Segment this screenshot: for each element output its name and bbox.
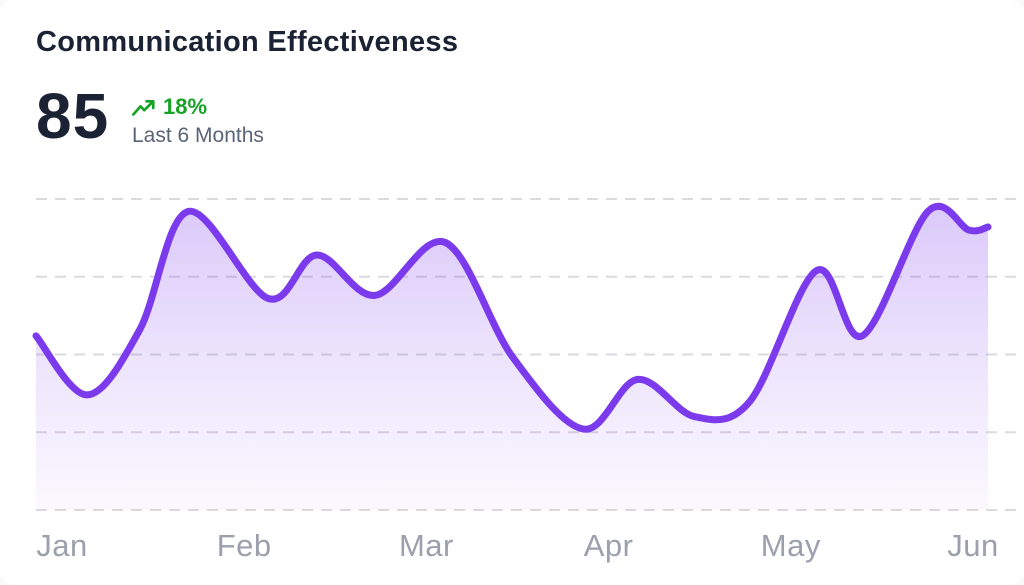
page-title: Communication Effectiveness [36, 26, 459, 58]
score-value: 85 [36, 80, 110, 152]
area-chart [32, 198, 1022, 511]
x-axis-label: May [760, 528, 821, 563]
x-axis-label: Apr [583, 528, 634, 563]
x-axis-label: Jun [947, 528, 999, 563]
series-line [32, 202, 992, 433]
x-axis: Jan Feb Mar Apr May Jun [0, 528, 1024, 573]
trend-percentage: 18% [163, 94, 208, 119]
x-axis-label: Jan [36, 528, 88, 563]
trending-up-icon [132, 98, 155, 117]
x-axis-label: Feb [216, 528, 272, 563]
x-axis-label: Mar [398, 528, 454, 563]
trend-summary: 18% [132, 94, 207, 120]
period-label: Last 6 Months [132, 124, 264, 147]
